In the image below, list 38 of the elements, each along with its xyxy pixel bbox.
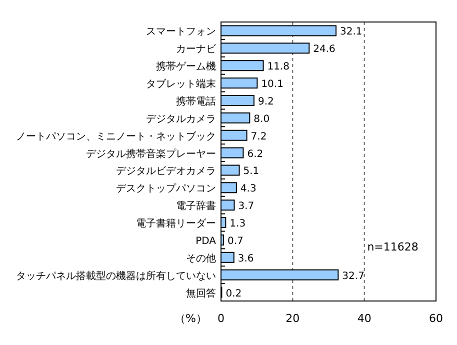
data-label: 32.1 bbox=[340, 26, 362, 38]
y-tick-label: 携帯ゲーム機 bbox=[156, 60, 216, 73]
data-label: 0.2 bbox=[226, 288, 242, 300]
y-tick-label: PDA bbox=[196, 236, 216, 247]
x-tick-label: 40 bbox=[357, 312, 372, 325]
data-label: 9.2 bbox=[258, 96, 274, 108]
y-tick-label: デジタルカメラ bbox=[146, 114, 216, 125]
data-label: 1.3 bbox=[230, 218, 246, 230]
y-tick-label: タブレット端末 bbox=[146, 78, 216, 90]
y-tick-label: デジタルビデオカメラ bbox=[116, 166, 216, 178]
x-tick-label: 0 bbox=[218, 312, 224, 325]
y-tick-label: デスクトップパソコン bbox=[116, 182, 216, 195]
data-label: 4.3 bbox=[240, 184, 256, 195]
y-tick-label: ノートパソコン、ミニノート・ネットブック bbox=[16, 130, 216, 142]
y-tick-label: カーナビ bbox=[176, 44, 217, 56]
data-label: 24.6 bbox=[313, 44, 336, 56]
y-tick-label: 電子書籍リーダー bbox=[136, 218, 216, 230]
x-axis-title: （%） bbox=[174, 312, 207, 325]
x-tick-label: 60 bbox=[429, 312, 443, 325]
x-tick-label: 20 bbox=[286, 312, 300, 325]
data-label: 32.7 bbox=[342, 270, 364, 282]
y-tick-label: スマートフォン bbox=[146, 26, 216, 38]
data-label: 11.8 bbox=[267, 62, 290, 73]
y-tick-label: タッチパネル搭載型の機器は所有していない bbox=[16, 270, 216, 282]
y-tick-label: 無回答 bbox=[186, 287, 216, 300]
data-label: 10.1 bbox=[261, 79, 284, 90]
data-label: 8.0 bbox=[254, 114, 270, 125]
annotation: n=11628 bbox=[367, 240, 418, 254]
y-tick-label: 携帯電話 bbox=[176, 95, 216, 108]
y-tick-label: 電子辞書 bbox=[176, 200, 216, 212]
data-label: 3.6 bbox=[238, 253, 254, 264]
y-tick-label: デジタル携帯音楽プレーヤー bbox=[86, 148, 216, 160]
y-tick-label: その他 bbox=[186, 252, 216, 264]
data-label: 5.1 bbox=[243, 166, 260, 178]
data-label: 0.7 bbox=[228, 236, 244, 247]
data-label: 6.2 bbox=[247, 148, 264, 160]
data-label: 3.7 bbox=[238, 201, 254, 212]
data-label: 7.2 bbox=[250, 131, 267, 142]
